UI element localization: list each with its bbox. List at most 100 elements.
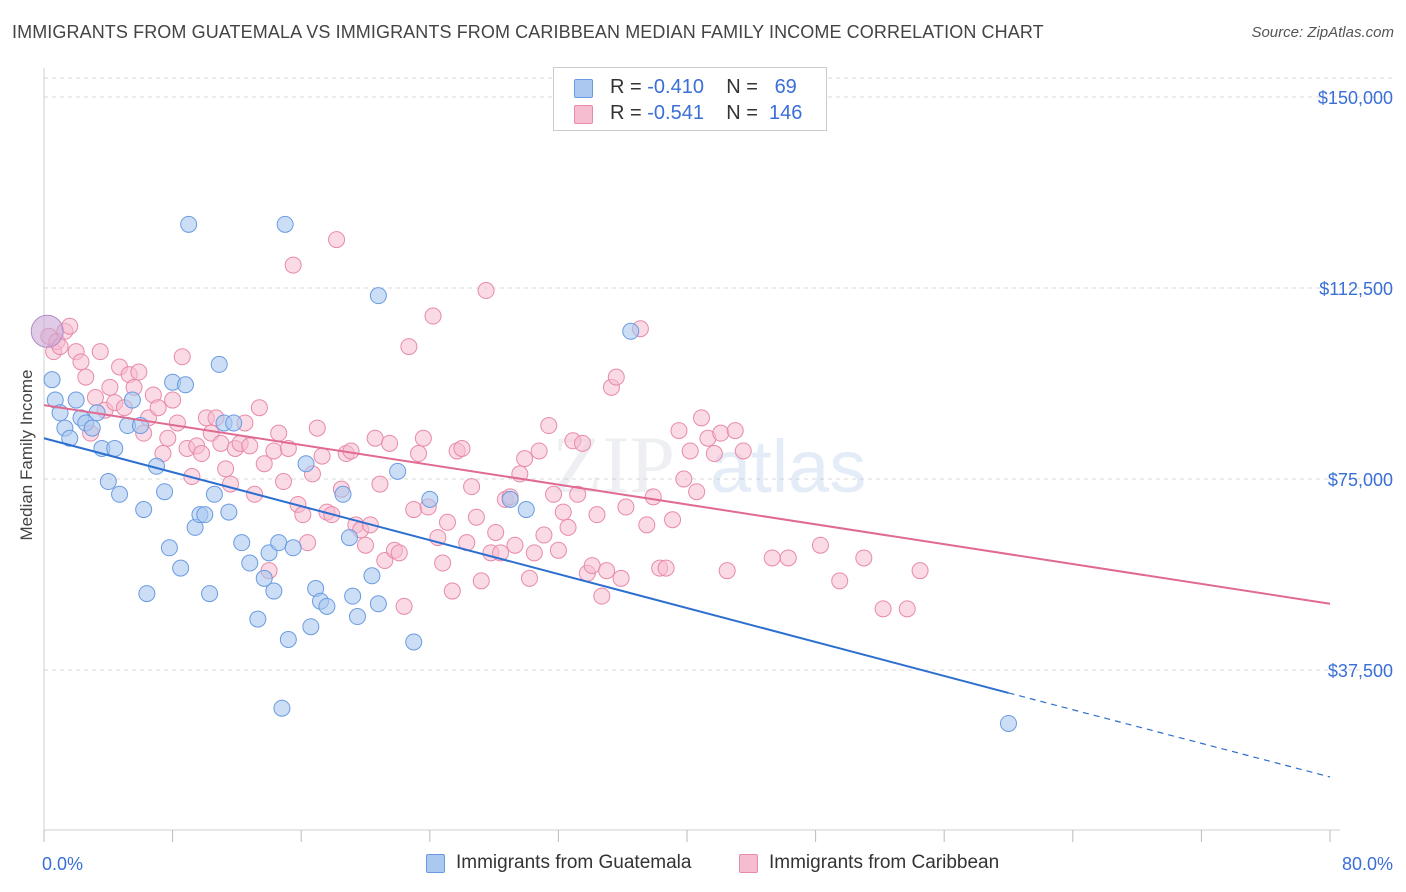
guatemala-trend-line: [43, 437, 1009, 694]
caribbean-point: [313, 447, 331, 465]
caribbean-point: [898, 600, 916, 618]
guatemala-point: [220, 503, 238, 521]
caribbean-point: [164, 391, 182, 409]
bottom-legend-label-caribbean: Immigrants from Caribbean: [769, 852, 1000, 873]
caribbean-point: [434, 554, 452, 572]
caribbean-point: [681, 442, 699, 460]
caribbean-point: [516, 450, 534, 468]
caribbean-point: [173, 348, 191, 366]
caribbean-point: [657, 559, 675, 577]
guatemala-point: [30, 314, 64, 348]
legend-swatch-guatemala: [574, 79, 593, 98]
guatemala-point: [156, 483, 174, 501]
caribbean-point: [569, 485, 587, 503]
caribbean-point: [400, 338, 418, 356]
caribbean-point: [453, 439, 471, 457]
caribbean-point: [692, 409, 710, 427]
trend-lines: [43, 404, 1331, 778]
caribbean-point: [395, 597, 413, 615]
caribbean-point: [467, 508, 485, 526]
guatemala-point: [1000, 714, 1017, 732]
caribbean-point: [443, 582, 461, 600]
guatemala-point: [421, 490, 439, 508]
guatemala-point: [196, 506, 214, 524]
caribbean-point: [617, 498, 635, 516]
guatemala-point: [270, 534, 288, 552]
x-tick-label-max: 80.0%: [1342, 854, 1393, 874]
caribbean-point: [410, 445, 428, 463]
caribbean-point: [250, 399, 268, 417]
caribbean-point: [670, 422, 688, 440]
caribbean-points: [40, 231, 929, 618]
caribbean-point: [275, 473, 293, 491]
caribbean-point: [241, 437, 259, 455]
legend-n-label: N =: [726, 76, 758, 98]
caribbean-point: [255, 455, 273, 473]
caribbean-point: [193, 445, 211, 463]
guatemala-point: [225, 414, 243, 432]
caribbean-point: [911, 562, 929, 580]
caribbean-point: [831, 572, 849, 590]
guatemala-point: [334, 485, 352, 503]
caribbean-point: [265, 442, 283, 460]
caribbean-point: [405, 501, 423, 519]
guatemala-point: [363, 567, 381, 585]
guatemala-point: [389, 462, 407, 480]
caribbean-point: [593, 587, 611, 605]
caribbean-point: [535, 526, 553, 544]
caribbean-point: [438, 513, 456, 531]
guatemala-point: [172, 559, 190, 577]
guatemala-point: [111, 485, 129, 503]
caribbean-point: [299, 534, 317, 552]
x-ticks: [43, 830, 1331, 842]
caribbean-point: [472, 572, 490, 590]
caribbean-point: [718, 562, 736, 580]
guatemala-point: [344, 587, 362, 605]
caribbean-point: [77, 368, 95, 386]
guatemala-point: [43, 371, 61, 389]
legend-r-value: -0.541: [647, 102, 704, 124]
guatemala-point: [302, 618, 320, 636]
caribbean-point: [371, 475, 389, 493]
caribbean-point: [506, 536, 524, 554]
guatemala-point: [318, 597, 336, 615]
guatemala-trend-extension: [1008, 692, 1331, 778]
caribbean-point: [712, 424, 730, 442]
caribbean-point: [855, 549, 873, 567]
caribbean-point: [540, 417, 558, 435]
y-tick-label: $75,000: [1328, 470, 1393, 490]
caribbean-point: [463, 478, 481, 496]
y-tick-labels: $37,500 $75,000 $112,500 $150,000: [1318, 88, 1393, 681]
source-label: Source: ZipAtlas.com: [1251, 24, 1394, 41]
guatemala-point: [265, 582, 283, 600]
guatemala-point: [622, 322, 640, 340]
guatemala-point: [501, 490, 519, 508]
caribbean-point: [607, 368, 625, 386]
caribbean-point: [328, 231, 346, 249]
caribbean-point: [357, 536, 374, 554]
guatemala-point: [83, 419, 101, 437]
caribbean-point: [705, 445, 723, 463]
caribbean-point: [520, 569, 538, 587]
caribbean-point: [270, 424, 288, 442]
caribbean-point: [414, 429, 432, 447]
caribbean-point: [159, 429, 177, 447]
legend-r-label: R =: [610, 102, 642, 124]
caribbean-point: [574, 434, 592, 452]
bottom-legend-swatch-guatemala: [426, 854, 445, 873]
caribbean-point: [779, 549, 797, 567]
caribbean-point: [130, 363, 148, 381]
guatemala-point: [249, 610, 267, 628]
grid-lines: [44, 77, 1395, 671]
caribbean-point: [487, 523, 505, 541]
caribbean-point: [763, 549, 781, 567]
guatemala-point: [205, 485, 223, 503]
guatemala-point: [233, 534, 251, 552]
guatemala-point: [67, 391, 85, 409]
guatemala-point: [138, 585, 156, 603]
guatemala-point: [160, 539, 178, 557]
guatemala-point: [279, 630, 297, 648]
caribbean-point: [381, 434, 399, 452]
caribbean-point: [168, 414, 186, 432]
